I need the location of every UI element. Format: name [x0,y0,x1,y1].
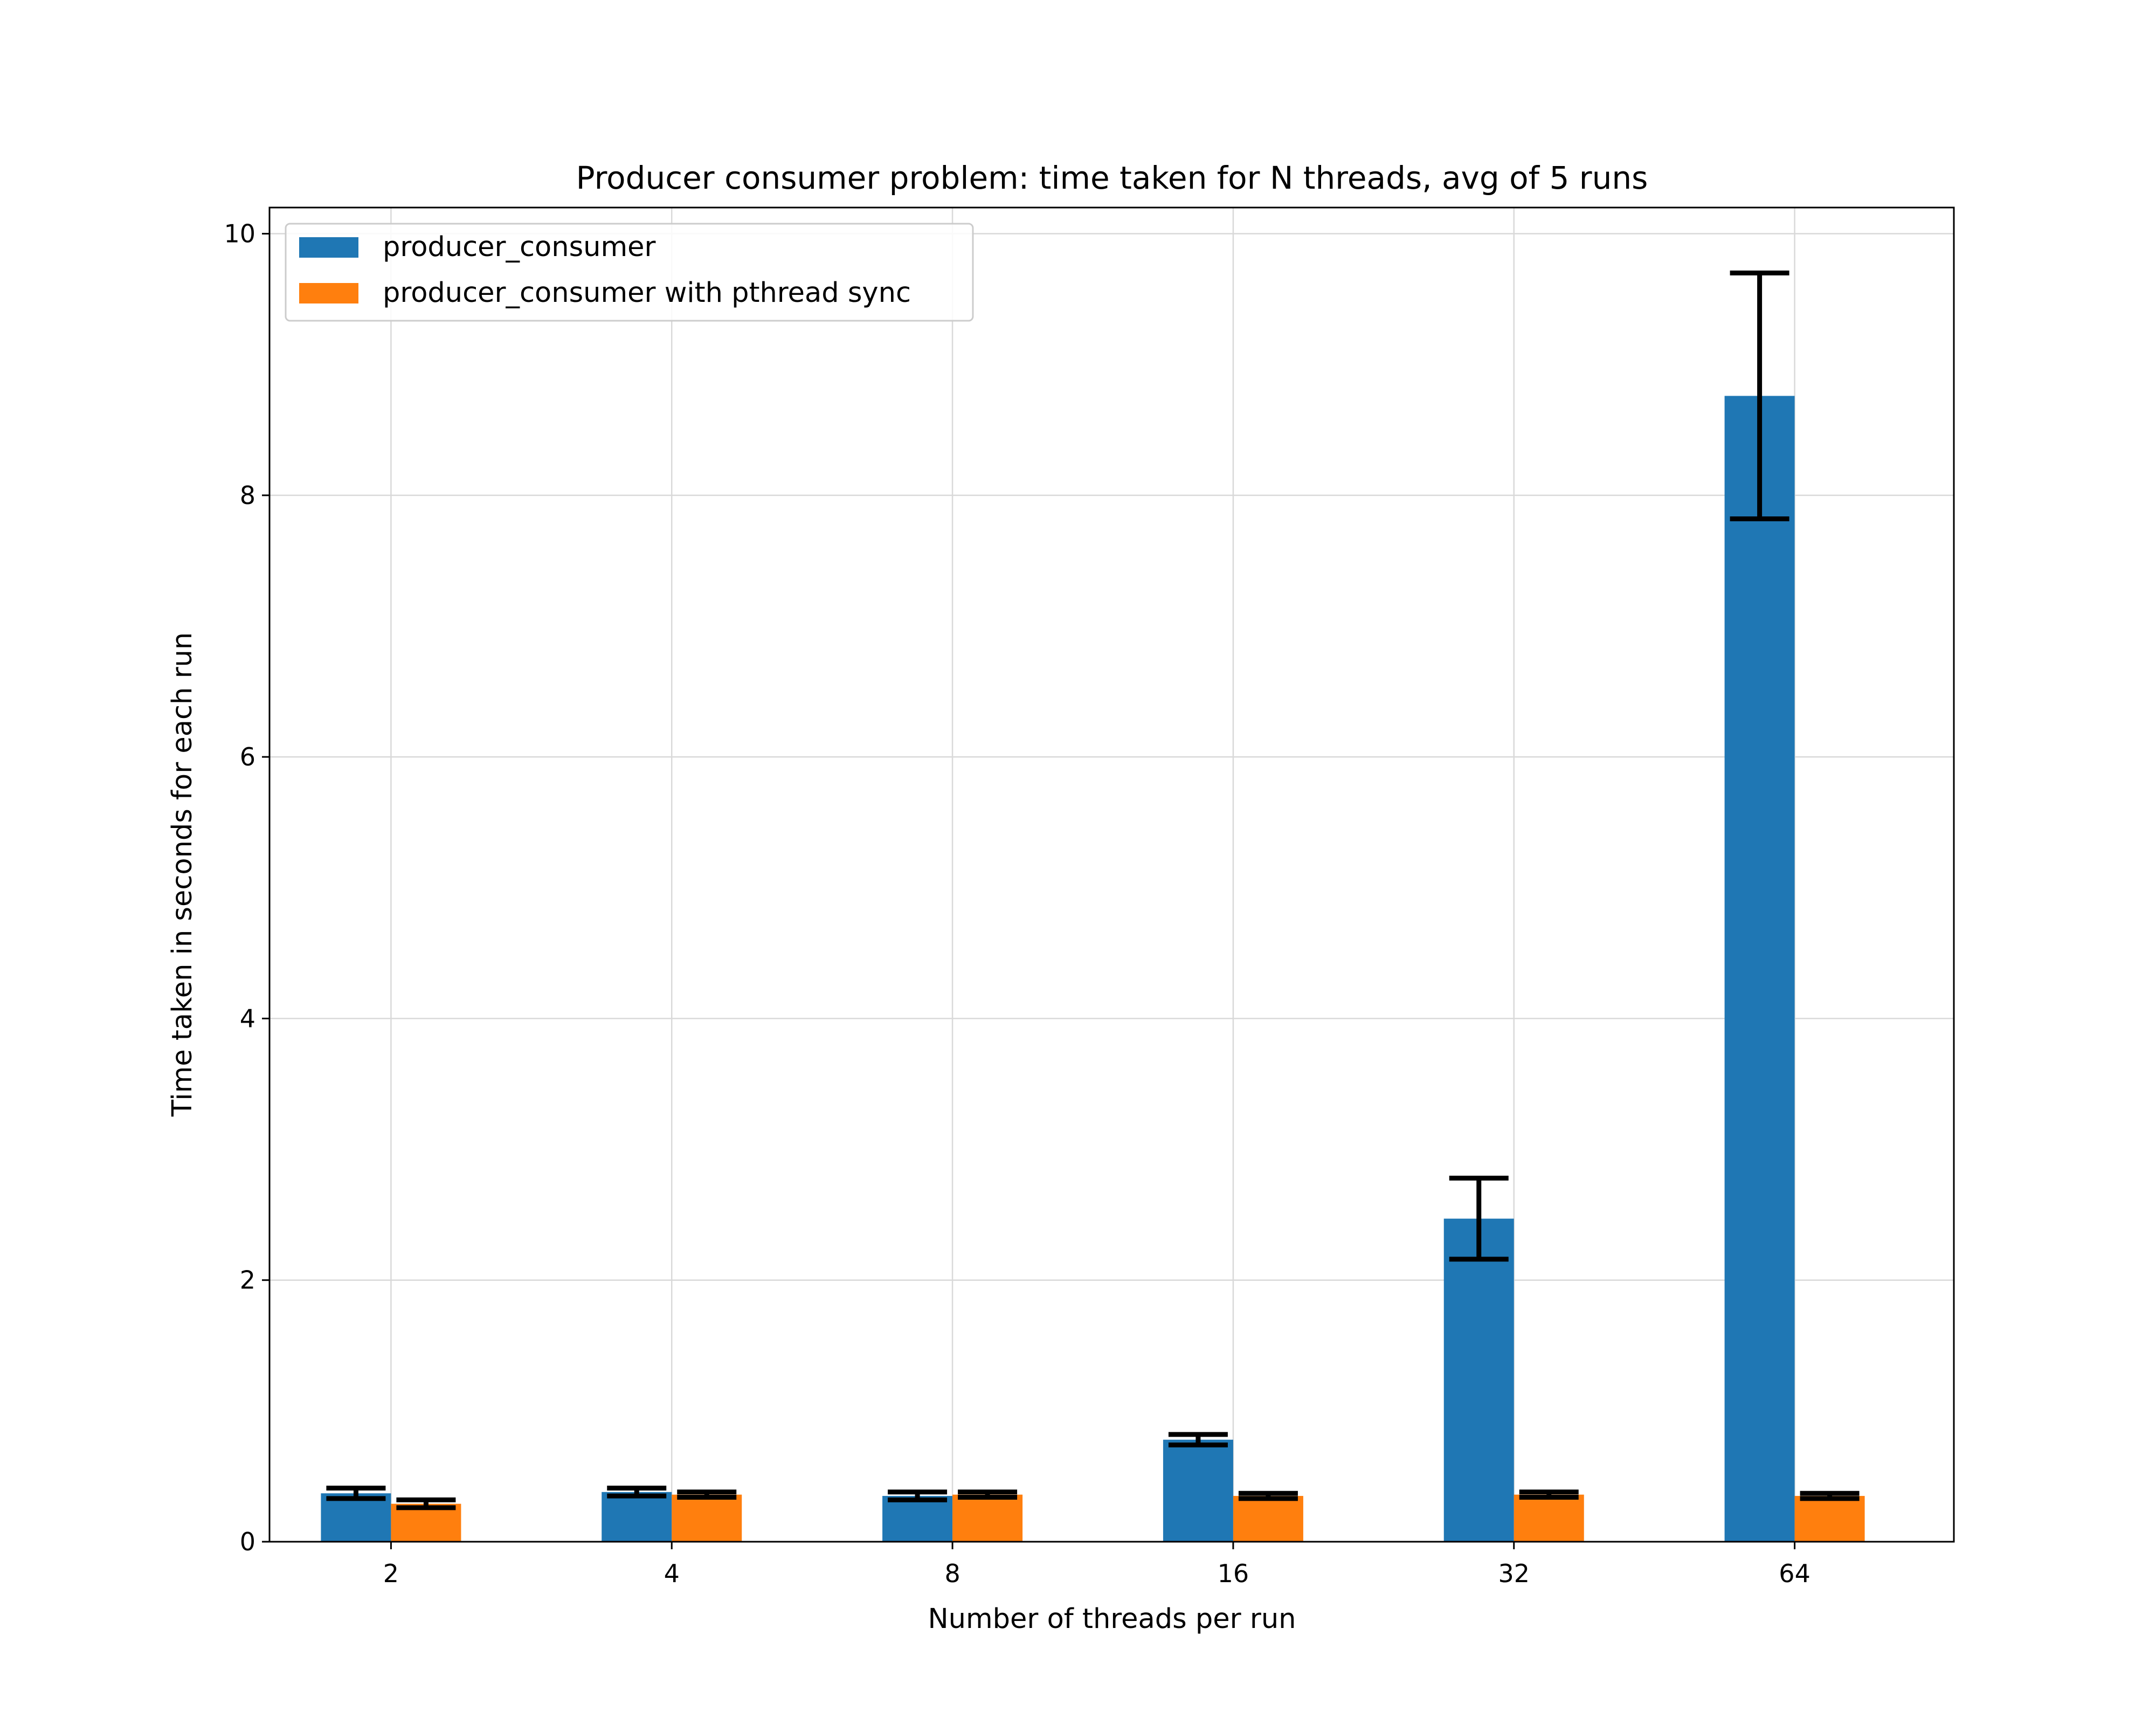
legend-box [285,223,974,322]
bar-pthread-sync-4 [672,1494,742,1542]
x-tick-label: 32 [1498,1559,1530,1588]
gridlines [270,208,1954,1543]
y-tick-label: 10 [224,219,255,249]
chart-title: Producer consumer problem: time taken fo… [576,160,1648,196]
error-bar [1519,1489,1579,1500]
x-axis-label: Number of threads per run [928,1603,1296,1635]
y-axis-label: Time taken in seconds for each run [167,632,198,1117]
bar-producer-consumer-8 [882,1496,953,1542]
error-bar [1800,1491,1860,1501]
bars-layer [321,396,1865,1542]
error-bar [958,1489,1018,1500]
y-tick-label: 4 [240,1004,255,1033]
legend-swatch-producer-consumer [299,237,358,258]
x-tick-label: 2 [383,1559,399,1588]
x-tick-label: 4 [664,1559,680,1588]
y-tick-label: 6 [240,742,255,771]
bar-pthread-sync-8 [952,1494,1023,1542]
bar-producer-consumer-64 [1724,396,1795,1542]
error-bar [326,1486,386,1501]
bar-producer-consumer-2 [321,1493,391,1542]
error-bar [607,1486,667,1499]
error-bar [1168,1432,1228,1447]
legend: producer_consumer producer_consumer with… [285,223,974,322]
errorbars-layer [326,270,1860,1510]
error-bar [1238,1491,1298,1501]
x-tick-label: 8 [944,1559,960,1588]
error-bar [1730,270,1789,521]
bar-pthread-sync-64 [1794,1496,1865,1542]
x-tick-label: 64 [1779,1559,1811,1588]
error-bar [888,1489,948,1502]
error-bar [1449,1175,1509,1262]
bar-producer-consumer-4 [602,1492,672,1542]
y-axis-ticks: 0 2 4 6 8 10 [224,219,270,1556]
error-bar [396,1497,456,1510]
x-axis-ticks: 2 4 8 16 32 64 [383,1542,1811,1588]
legend-label-pthread-sync: producer_consumer with pthread sync [383,277,911,309]
bar-pthread-sync-32 [1514,1494,1584,1542]
bar-producer-consumer-16 [1163,1439,1233,1542]
legend-swatch-pthread-sync [299,283,358,303]
error-bar [677,1489,737,1500]
y-tick-label: 2 [240,1266,255,1295]
plot-frame [268,206,1955,1543]
bar-producer-consumer-32 [1443,1218,1514,1542]
bar-pthread-sync-16 [1233,1496,1303,1542]
y-tick-label: 0 [240,1527,255,1556]
legend-label-producer-consumer: producer_consumer [383,231,656,263]
x-tick-label: 16 [1218,1559,1249,1588]
y-tick-label: 8 [240,481,255,510]
